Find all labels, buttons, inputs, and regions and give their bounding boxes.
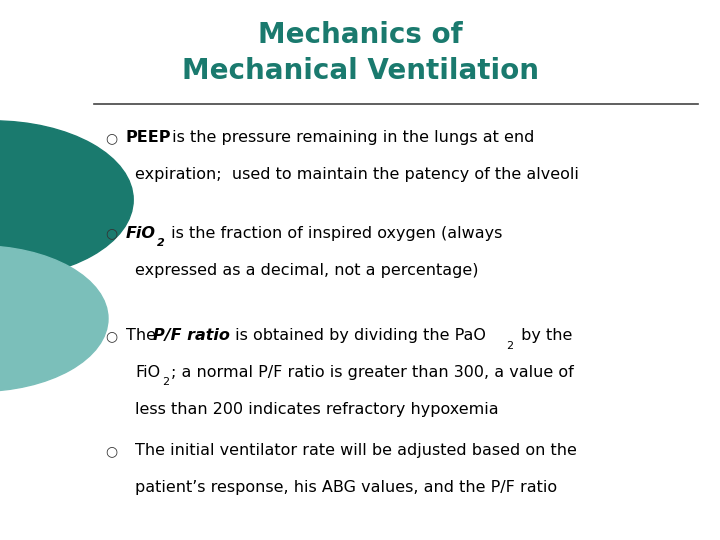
Text: PEEP: PEEP [126, 130, 171, 145]
Text: 2: 2 [506, 341, 513, 350]
Text: patient’s response, his ABG values, and the P/F ratio: patient’s response, his ABG values, and … [135, 480, 557, 495]
Text: expressed as a decimal, not a percentage): expressed as a decimal, not a percentage… [135, 262, 479, 278]
Text: is obtained by dividing the PaO: is obtained by dividing the PaO [230, 328, 486, 343]
Text: Mechanical Ventilation: Mechanical Ventilation [181, 57, 539, 85]
Text: is the fraction of inspired oxygen (always: is the fraction of inspired oxygen (alwa… [166, 226, 502, 241]
Text: ○: ○ [106, 226, 117, 240]
Text: ○: ○ [106, 329, 117, 343]
Text: ○: ○ [106, 444, 117, 458]
Text: The: The [126, 328, 161, 343]
Text: P/F ratio: P/F ratio [153, 328, 230, 343]
Text: ; a normal P/F ratio is greater than 300, a value of: ; a normal P/F ratio is greater than 300… [171, 365, 573, 380]
Text: by the: by the [516, 328, 572, 343]
Text: is the pressure remaining in the lungs at end: is the pressure remaining in the lungs a… [167, 130, 534, 145]
Text: FiO: FiO [126, 226, 156, 241]
Ellipse shape [0, 121, 133, 279]
Text: Mechanics of: Mechanics of [258, 21, 462, 49]
Text: FiO: FiO [135, 365, 161, 380]
Text: ○: ○ [106, 131, 117, 145]
Text: 2: 2 [157, 238, 165, 248]
Text: The initial ventilator rate will be adjusted based on the: The initial ventilator rate will be adju… [135, 443, 577, 458]
Text: less than 200 indicates refractory hypoxemia: less than 200 indicates refractory hypox… [135, 402, 499, 417]
Text: 2: 2 [162, 377, 169, 387]
Text: expiration;  used to maintain the patency of the alveoli: expiration; used to maintain the patency… [135, 167, 579, 182]
Ellipse shape [0, 246, 108, 392]
